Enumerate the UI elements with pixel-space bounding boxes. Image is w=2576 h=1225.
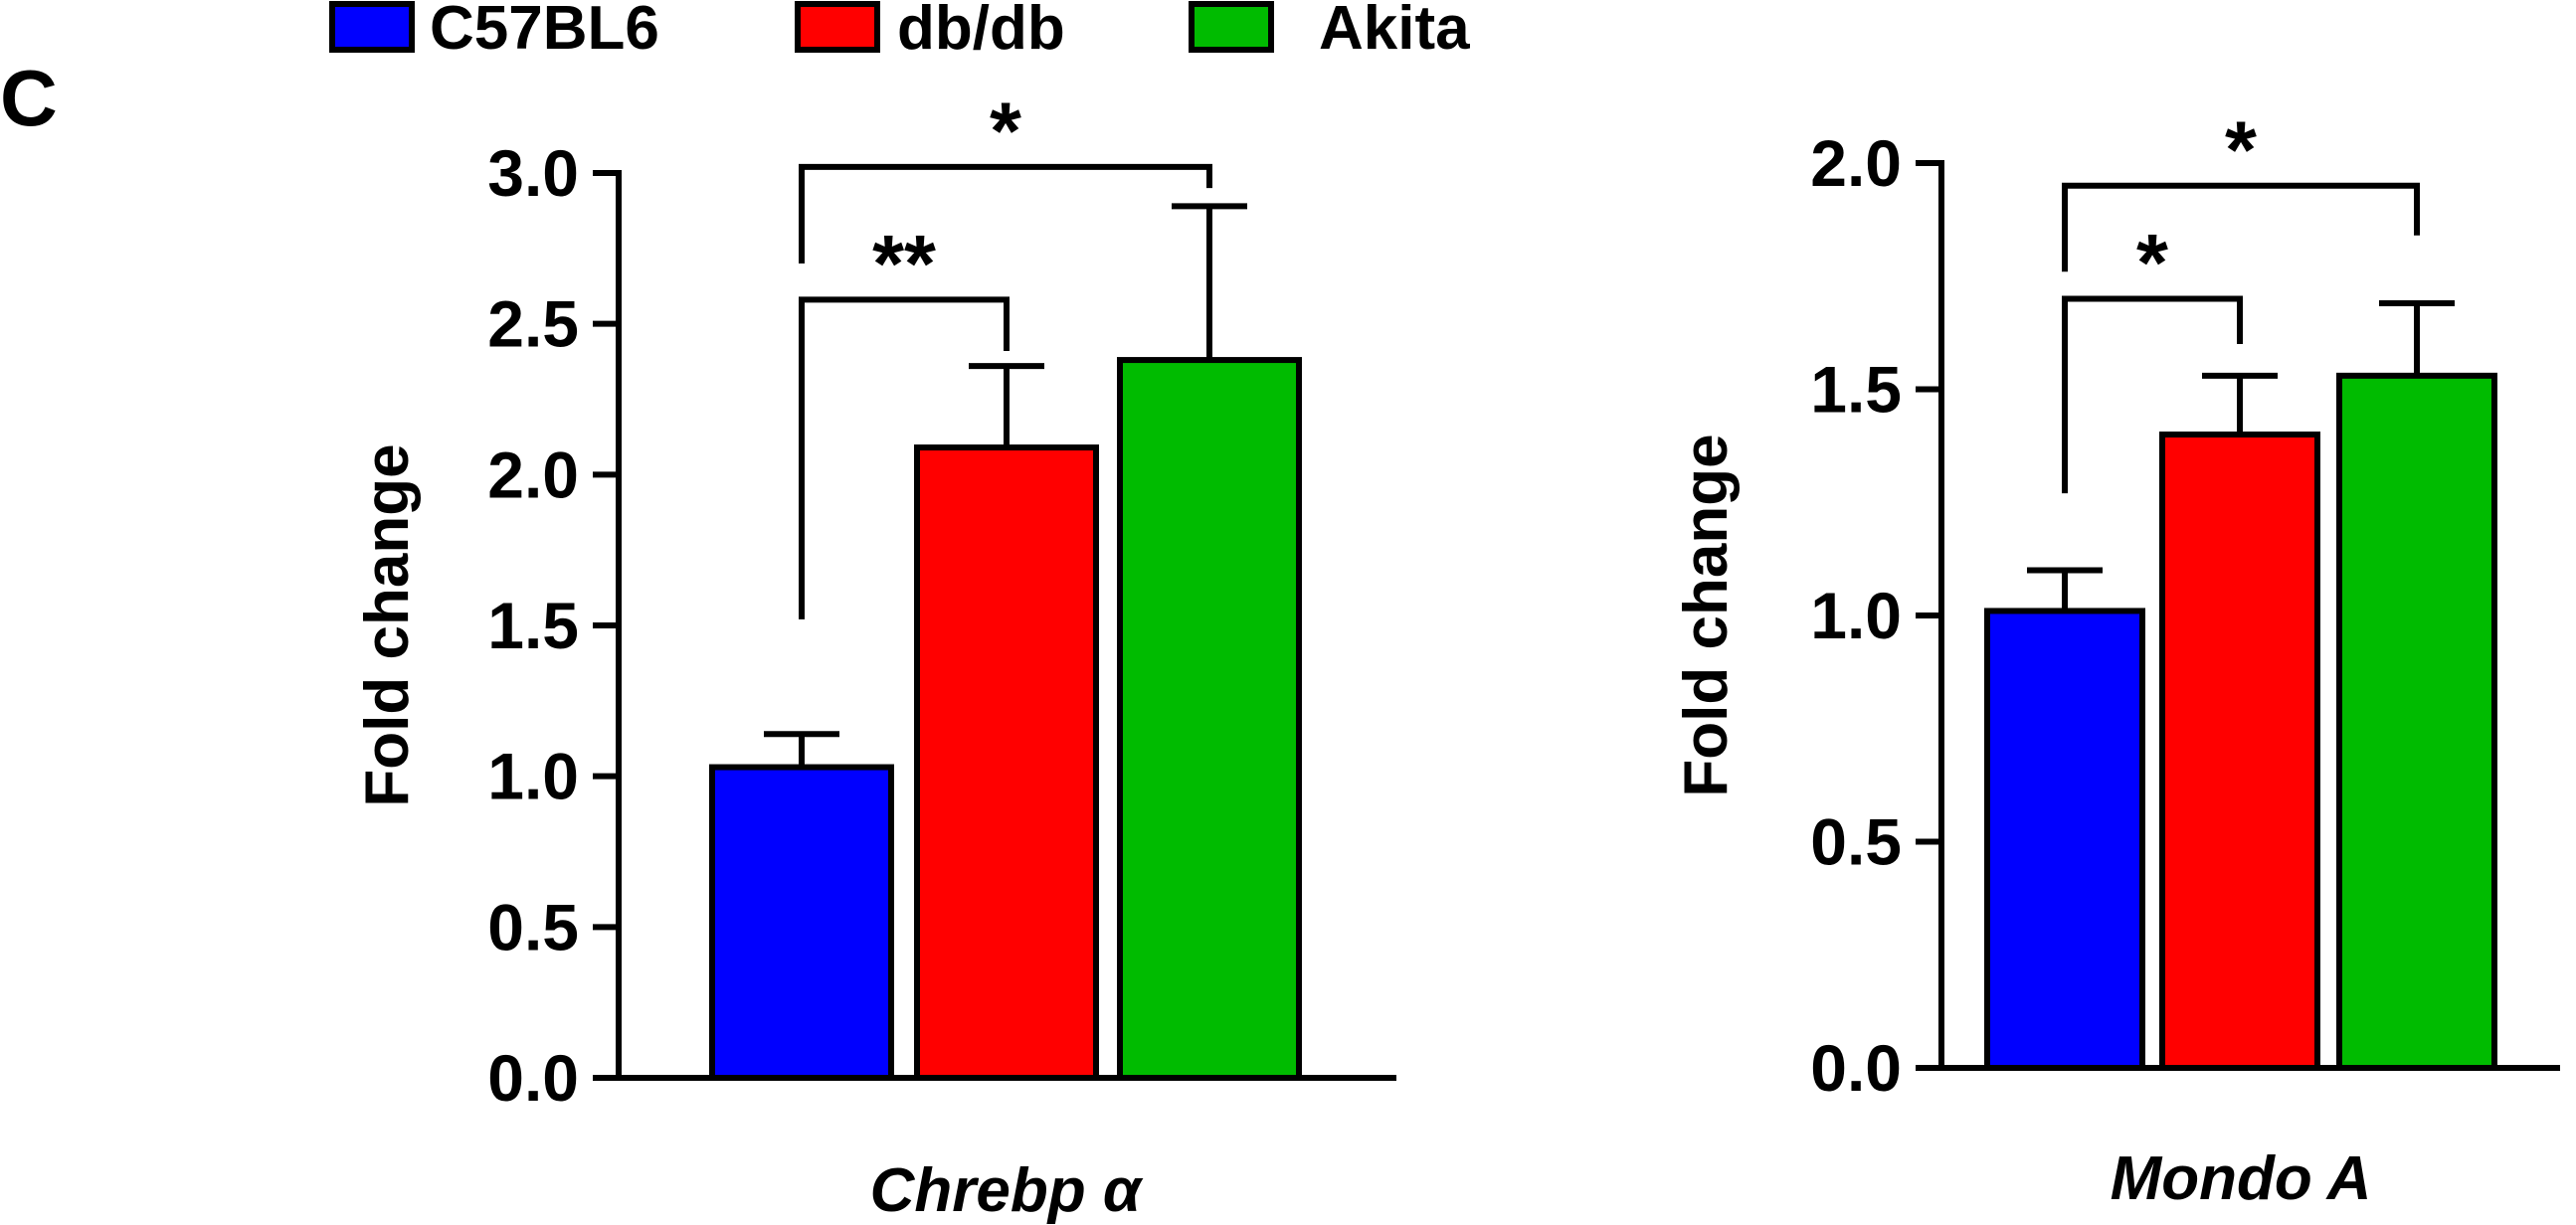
significance-label-1: * — [990, 87, 1021, 177]
y-axis-label: Fold change — [353, 443, 422, 806]
y-axis-ticks: 0.0 0.5 1.0 1.5 2.0 — [1810, 126, 1941, 1105]
significance-brackets: *** — [799, 87, 1212, 619]
significance-bracket-0 — [2062, 295, 2243, 494]
panel-label: C — [0, 54, 58, 142]
legend-swatch-akita — [1189, 1, 1274, 53]
legend-entry-akita: Akita — [1189, 0, 1470, 63]
legend-label-akita: Akita — [1319, 0, 1470, 63]
legend-swatch-c57bl6 — [329, 1, 415, 53]
bar-akita — [2336, 372, 2497, 1072]
y-tick-label-0: 0.0 — [487, 1041, 579, 1115]
significance-label-0: ** — [872, 219, 936, 309]
significance-label-0: * — [2136, 219, 2168, 309]
significance-label-1: * — [2225, 105, 2257, 196]
y-tick-label-5: 2.5 — [487, 287, 579, 361]
legend-swatch-dbdb — [795, 1, 880, 53]
legend-label-dbdb: db/db — [897, 0, 1065, 63]
y-tick-label-1: 0.5 — [1810, 805, 1902, 879]
legend-entry-c57bl6: C57BL6 — [329, 0, 659, 63]
chart-mondo-a: 0.00.51.01.52.0 ** Fold change Mondo A — [1672, 105, 2560, 1213]
bar-dbdb — [914, 444, 1099, 1081]
y-tick-label-2: 1.0 — [487, 740, 579, 813]
bar-akita — [1117, 357, 1302, 1082]
bar-c57bl6 — [709, 764, 894, 1081]
bars — [1984, 300, 2497, 1072]
chart-chrebp-alpha: 0.00.51.01.52.02.53.0 *** Fold change Ch… — [353, 87, 1396, 1225]
bars — [709, 203, 1302, 1082]
significance-brackets: ** — [2062, 105, 2420, 494]
bar-dbdb — [2159, 432, 2320, 1071]
y-tick-label-2: 1.0 — [1810, 579, 1902, 652]
significance-bracket-0 — [799, 296, 1010, 619]
significance-bracket-1 — [2062, 182, 2420, 272]
x-axis-label: Mondo A — [2111, 1144, 2372, 1213]
y-axis-ticks: 0.0 0.5 1.0 1.5 2.0 2.5 3.0 — [487, 136, 619, 1115]
y-tick-label-4: 2.0 — [1810, 126, 1902, 200]
legend-entry-dbdb: db/db — [795, 0, 1065, 63]
y-tick-label-3: 1.5 — [1810, 353, 1902, 427]
significance-bracket-1 — [799, 163, 1212, 263]
x-axis-label: Chrebp α — [870, 1156, 1144, 1225]
y-tick-label-4: 2.0 — [487, 438, 579, 511]
y-tick-label-1: 0.5 — [487, 890, 579, 963]
legend: C57BL6 db/db Akita — [329, 0, 1470, 63]
bar-c57bl6 — [1984, 608, 2145, 1071]
y-axis-label: Fold change — [1672, 434, 1741, 796]
y-tick-label-6: 3.0 — [487, 136, 579, 210]
y-tick-label-0: 0.0 — [1810, 1031, 1902, 1105]
y-tick-label-3: 1.5 — [487, 589, 579, 662]
legend-label-c57bl6: C57BL6 — [430, 0, 659, 63]
